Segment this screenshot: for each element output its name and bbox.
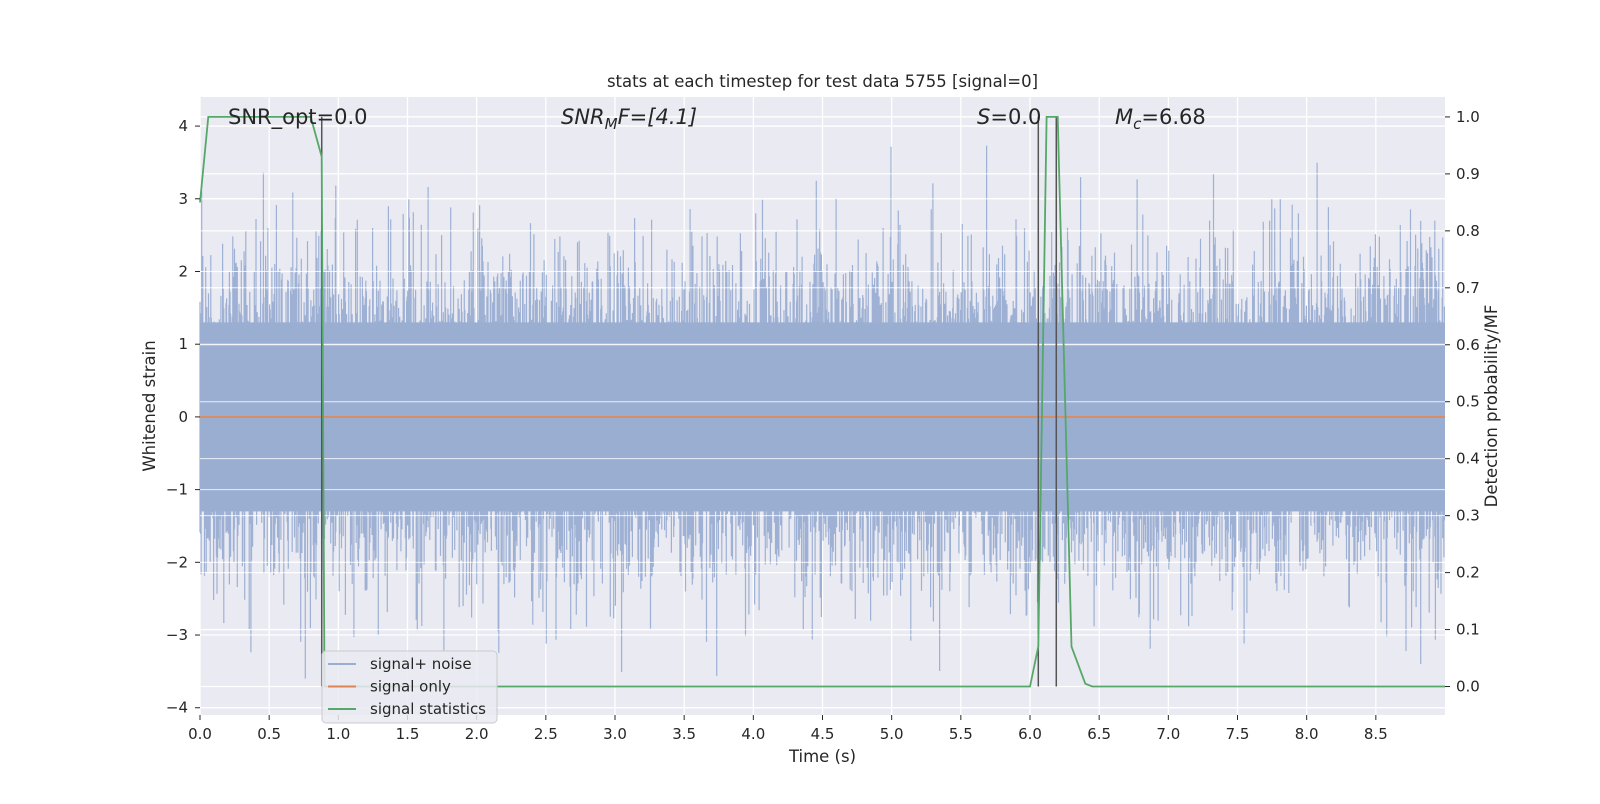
x-tick-label: 4.0 <box>741 725 765 743</box>
x-tick-label: 2.0 <box>465 725 489 743</box>
y-tick-label: 3 <box>178 190 188 208</box>
snr-mf-sub: M <box>605 115 618 133</box>
y2-tick-label: 0.4 <box>1456 450 1480 468</box>
y-tick-label: 2 <box>178 262 188 280</box>
y2-tick-label: 0.3 <box>1456 507 1480 525</box>
y2-tick-label: 0.8 <box>1456 222 1480 240</box>
legend-box <box>321 650 498 724</box>
x-tick-label: 3.0 <box>603 725 627 743</box>
y2-tick-label: 0.0 <box>1456 678 1480 696</box>
y2-tick-label: 0.7 <box>1456 279 1480 297</box>
y-axis-label: Whitened strain <box>140 340 159 471</box>
y-tick-label: 1 <box>178 335 188 353</box>
x-tick-label: 1.0 <box>326 725 350 743</box>
y2-tick-label: 0.6 <box>1456 336 1480 354</box>
y-tick-label: −2 <box>166 553 188 571</box>
mc-rest: =6.68 <box>1141 105 1205 129</box>
x-tick-label: 3.5 <box>672 725 696 743</box>
x-tick-label: 0.5 <box>257 725 281 743</box>
series-signal-statistics <box>199 116 1445 688</box>
annotation-snr-mf: SNRMF=[4.1] <box>561 105 697 133</box>
y-tick-label: −3 <box>166 626 188 644</box>
x-tick-label: 6.5 <box>1087 725 1111 743</box>
axes: 0.0 0.5 1.0 1.5 2.0 2.5 3.0 3.5 4.0 4.5 5.0 5.5 6.0 6… <box>166 108 1480 743</box>
legend: signal+ noise signal only signal statist… <box>321 650 498 724</box>
x-tick-label: 7.0 <box>1156 725 1180 743</box>
y-tick-label: 4 <box>178 117 188 135</box>
annotation-s: S=0.0 <box>977 105 1041 129</box>
x-tick-label: 1.5 <box>396 725 420 743</box>
chart-title: stats at each timestep for test data 575… <box>607 72 1038 91</box>
y-tick-label: 0 <box>178 408 188 426</box>
annotation-snr-opt: SNR_opt=0.0 <box>228 105 368 130</box>
mc-base: M <box>1115 105 1133 129</box>
x-tick-label: 4.5 <box>811 725 835 743</box>
legend-label-signal-statistics: signal statistics <box>370 700 486 718</box>
signal-statistics-line <box>199 116 1445 688</box>
x-tick-label: 6.0 <box>1018 725 1042 743</box>
snr-mf-rest: F=[4.1] <box>618 105 697 129</box>
y-tick-label: −1 <box>166 481 188 499</box>
s-italic: S <box>977 105 990 129</box>
x-tick-label: 2.5 <box>534 725 558 743</box>
y-tick-label: −4 <box>166 699 188 717</box>
x-axis-label: Time (s) <box>788 747 856 766</box>
mc-sub: c <box>1133 115 1142 133</box>
y2-tick-label: 0.2 <box>1456 564 1480 582</box>
x-tick-label: 0.0 <box>188 725 212 743</box>
y2-tick-label: 0.1 <box>1456 621 1480 639</box>
y2-tick-label: 0.9 <box>1456 165 1480 183</box>
s-rest: =0.0 <box>990 105 1041 129</box>
x-tick-label: 7.5 <box>1226 725 1250 743</box>
legend-label-signal-plus-noise: signal+ noise <box>370 655 472 673</box>
snr-mf-base: SNR <box>561 105 605 129</box>
legend-label-signal-only: signal only <box>370 678 451 696</box>
x-tick-label: 5.0 <box>880 725 904 743</box>
x-tick-label: 5.5 <box>949 725 973 743</box>
y2-axis-label: Detection probability/MF <box>1482 305 1501 508</box>
y2-tick-label: 1.0 <box>1456 108 1480 126</box>
annotation-mc: Mc=6.68 <box>1115 105 1206 133</box>
x-tick-label: 8.5 <box>1364 725 1388 743</box>
y2-tick-label: 0.5 <box>1456 393 1480 411</box>
x-tick-label: 8.0 <box>1295 725 1319 743</box>
